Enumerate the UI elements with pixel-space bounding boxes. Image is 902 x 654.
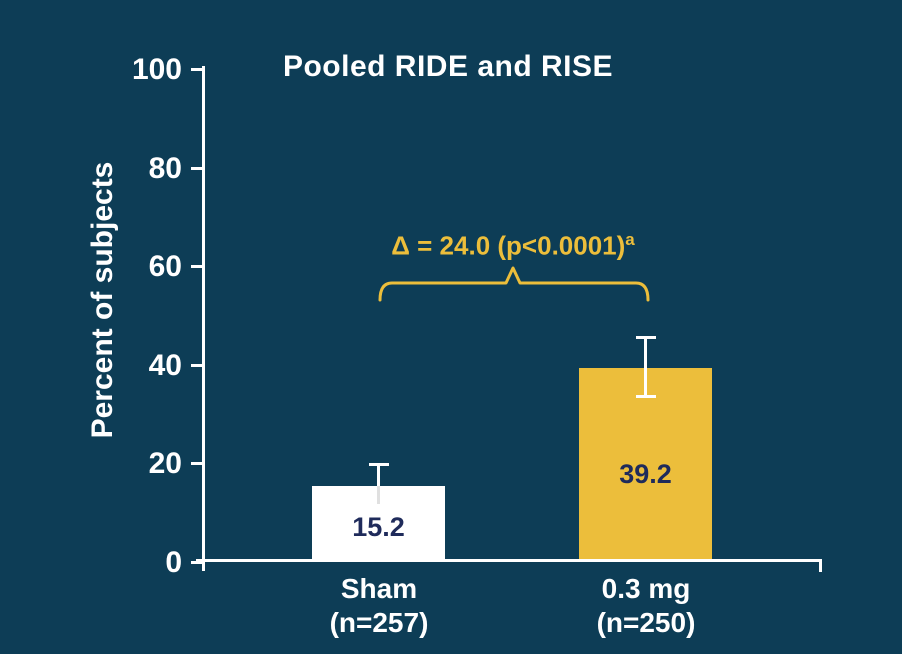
chart-title: Pooled RIDE and RISE	[282, 50, 614, 83]
x-axis-category-line1: Sham	[340, 573, 418, 604]
x-axis-category-label: 0.3 mg (n=250)	[536, 572, 756, 640]
y-axis-line	[202, 66, 205, 571]
error-bar-bottom-cap	[636, 395, 656, 398]
y-axis-tick-label: 20	[148, 447, 182, 480]
y-axis-tick	[191, 265, 205, 268]
y-axis-title: Percent of subjects	[86, 161, 119, 439]
x-axis-end-tick	[819, 559, 822, 572]
error-bar-upper-line	[377, 464, 380, 486]
y-axis-tick	[191, 68, 205, 71]
error-bar-upper-line	[644, 337, 647, 368]
x-axis-category-line2: (n=250)	[596, 607, 696, 638]
comparison-bracket	[378, 266, 650, 302]
y-axis-tick	[191, 167, 205, 170]
delta-annotation-footnote-marker: a	[625, 230, 635, 249]
bar-value-label: 15.2	[352, 512, 405, 542]
y-axis-tick	[191, 462, 205, 465]
delta-annotation-text: Δ = 24.0 (p<0.0001)	[391, 230, 626, 261]
error-bar-top-cap	[636, 336, 656, 339]
error-bar-top-cap	[369, 463, 389, 466]
error-bar-lower-line	[377, 486, 380, 504]
y-axis-tick	[191, 561, 205, 564]
y-axis-tick-label: 0	[165, 546, 182, 579]
y-axis-tick-label: 60	[148, 250, 182, 283]
y-axis-tick-label: 80	[148, 152, 182, 185]
y-axis-tick-label: 40	[148, 349, 182, 382]
x-axis-line	[196, 559, 822, 562]
error-bar-lower-line	[644, 368, 647, 397]
bar-value-label: 39.2	[619, 459, 672, 489]
x-axis-category-line2: (n=257)	[329, 607, 429, 638]
y-axis-tick	[191, 364, 205, 367]
y-axis-tick-label: 100	[131, 53, 182, 86]
x-axis-category-label: Sham (n=257)	[269, 572, 489, 640]
delta-annotation: Δ = 24.0 (p<0.0001)a	[313, 230, 713, 262]
bar	[579, 368, 712, 562]
x-axis-category-line1: 0.3 mg	[601, 573, 691, 604]
